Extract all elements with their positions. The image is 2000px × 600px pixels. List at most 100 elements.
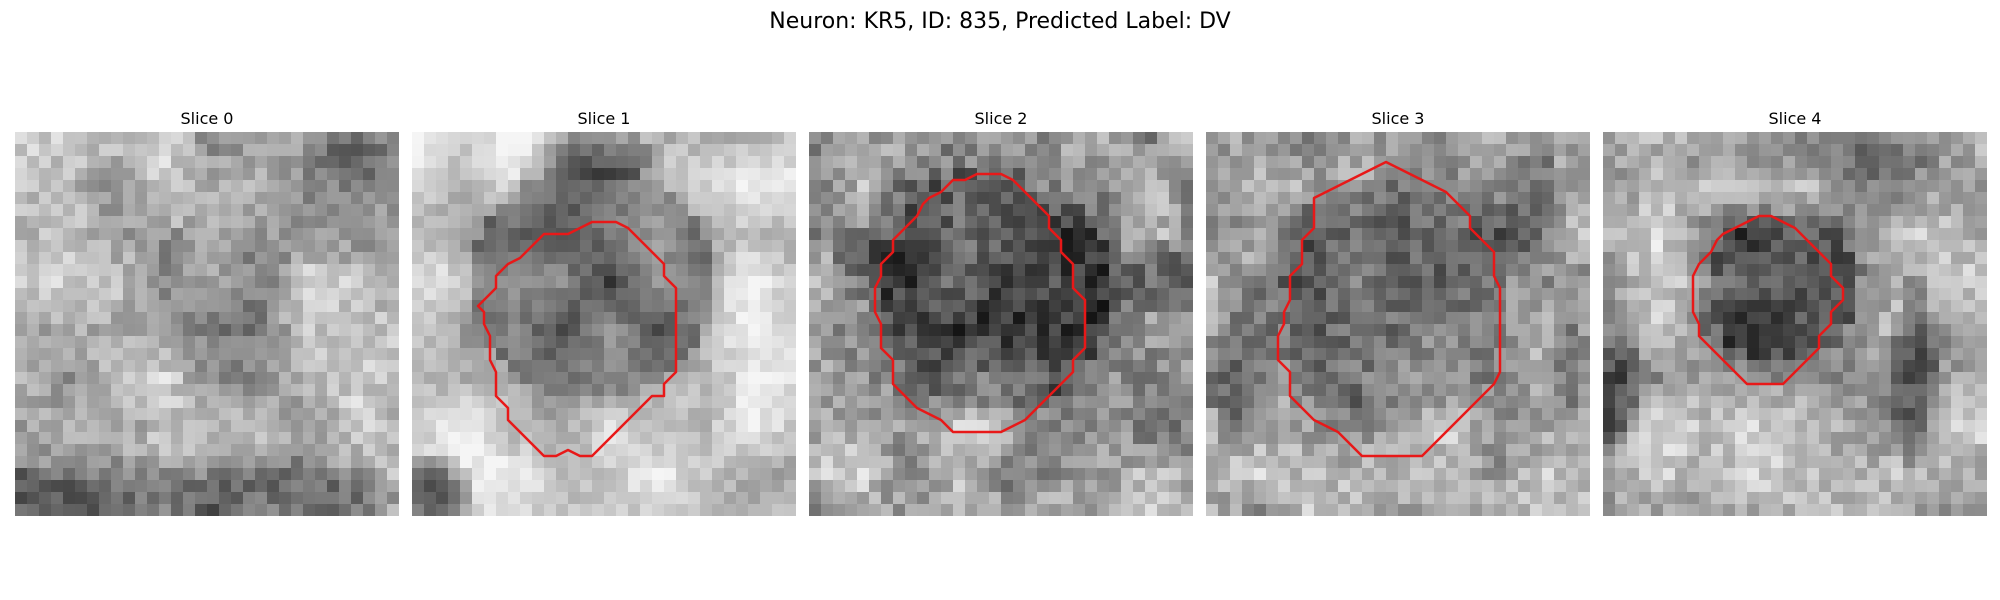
pixel [1206, 288, 1219, 301]
pixel [1350, 432, 1363, 445]
pixel [616, 396, 629, 409]
pixel [279, 384, 292, 397]
pixel [1242, 420, 1255, 433]
pixel [1073, 192, 1086, 205]
pixel [1506, 180, 1519, 193]
pixel [1278, 204, 1291, 217]
pixel [1109, 240, 1122, 253]
pixel [532, 360, 545, 373]
pixel [1542, 408, 1555, 421]
pixel [424, 288, 437, 301]
pixel [1819, 288, 1832, 301]
pixel [1675, 408, 1688, 421]
pixel [1843, 216, 1856, 229]
pixel [315, 324, 328, 337]
pixel [1145, 492, 1158, 505]
pixel [1314, 480, 1327, 493]
pixel [1422, 192, 1435, 205]
pixel [231, 420, 244, 433]
pixel [63, 360, 76, 373]
pixel [736, 192, 749, 205]
pixel [195, 132, 208, 145]
pixel [1446, 168, 1459, 181]
pixel [784, 312, 796, 325]
pixel [532, 408, 545, 421]
pixel [1290, 504, 1303, 516]
pixel [87, 312, 100, 325]
pixel [809, 420, 822, 433]
pixel [279, 324, 292, 337]
pixel [736, 312, 749, 325]
pixel [1639, 384, 1652, 397]
pixel [893, 144, 906, 157]
pixel [375, 288, 388, 301]
pixel [1566, 156, 1579, 169]
pixel [1458, 228, 1471, 241]
pixel [580, 408, 593, 421]
pixel [339, 504, 352, 516]
pixel [1578, 384, 1590, 397]
pixel [1169, 312, 1182, 325]
pixel [941, 444, 954, 457]
pixel [1963, 300, 1976, 313]
pixel [1482, 504, 1495, 516]
pixel [460, 264, 473, 277]
pixel [1013, 240, 1026, 253]
pixel [1266, 216, 1279, 229]
pixel [1542, 444, 1555, 457]
pixel [1711, 432, 1724, 445]
pixel [1831, 408, 1844, 421]
pixel [989, 348, 1002, 361]
pixel [652, 156, 665, 169]
pixel [1494, 156, 1507, 169]
pixel [1807, 228, 1820, 241]
pixel [279, 192, 292, 205]
pixel [616, 336, 629, 349]
pixel [953, 504, 966, 516]
pixel [1843, 156, 1856, 169]
pixel [267, 312, 280, 325]
pixel [917, 336, 930, 349]
pixel [1386, 408, 1399, 421]
pixel [1530, 468, 1543, 481]
pixel [688, 336, 701, 349]
pixel [604, 132, 617, 145]
pixel [1927, 396, 1940, 409]
pixel [448, 396, 461, 409]
pixel [123, 144, 136, 157]
pixel [833, 420, 846, 433]
pixel [893, 360, 906, 373]
pixel [628, 360, 641, 373]
pixel [532, 288, 545, 301]
pixel [1530, 252, 1543, 265]
pixel [207, 324, 220, 337]
pixel [496, 408, 509, 421]
pixel [809, 192, 822, 205]
pixel [1482, 432, 1495, 445]
pixel [508, 276, 521, 289]
pixel [580, 480, 593, 493]
pixel [255, 336, 268, 349]
pixel [1615, 264, 1628, 277]
pixel [1157, 216, 1170, 229]
pixel [941, 144, 954, 157]
pixel [1374, 396, 1387, 409]
pixel [1181, 492, 1193, 505]
pixel [1927, 300, 1940, 313]
pixel [1927, 336, 1940, 349]
pixel [604, 228, 617, 241]
pixel [267, 192, 280, 205]
pixel [881, 288, 894, 301]
pixel [784, 264, 796, 277]
pixel [845, 264, 858, 277]
pixel [1915, 384, 1928, 397]
pixel [147, 408, 160, 421]
pixel [1025, 468, 1038, 481]
pixel [869, 372, 882, 385]
pixel [724, 240, 737, 253]
pixel [1302, 372, 1315, 385]
pixel [929, 288, 942, 301]
pixel [436, 504, 449, 516]
pixel [700, 420, 713, 433]
pixel [1759, 228, 1772, 241]
